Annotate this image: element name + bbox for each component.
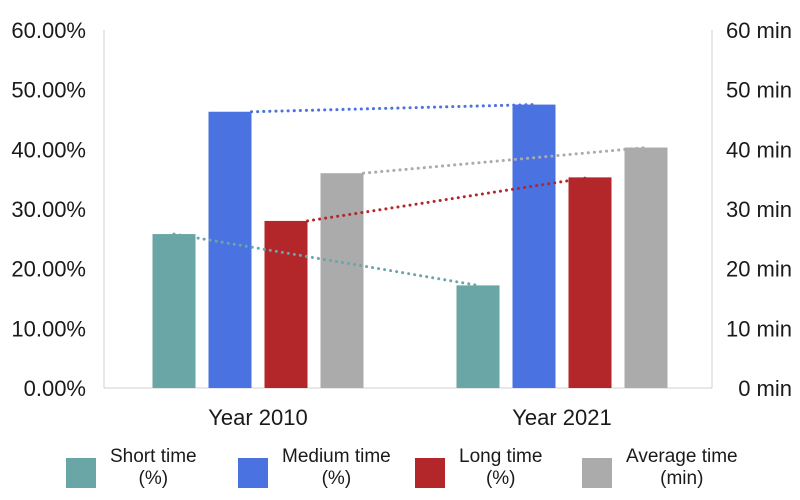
y-left-tick-label: 60.00%: [11, 18, 86, 43]
trendline-series-1: [250, 103, 536, 114]
legend-item: Average time (min): [582, 446, 738, 490]
y-left-tick-label: 0.00%: [24, 376, 86, 401]
bar-year-2010-series-2: [264, 220, 308, 388]
trendline-series-0: [172, 232, 480, 287]
bar-year-2010-series-1: [208, 111, 252, 388]
y-right-tick-label: 30 min: [726, 197, 792, 222]
y-left-tick-label: 30.00%: [11, 197, 86, 222]
legend-swatch: [238, 458, 268, 488]
legend-label: Long time (%): [459, 446, 543, 489]
y-right-tick-label: 20 min: [726, 257, 792, 282]
bar-year-2010-series-3: [320, 173, 364, 388]
legend-swatch: [582, 458, 612, 488]
y-right-tick-label: 50 min: [726, 78, 792, 103]
bar-year-2021-series-2: [568, 177, 612, 388]
y-left-tick-label: 40.00%: [11, 137, 86, 162]
y-right-tick-label: 10 min: [726, 316, 792, 341]
y-right-tick-label: 40 min: [726, 137, 792, 162]
bar-year-2021-series-0: [456, 285, 500, 388]
y-left-tick-label: 10.00%: [11, 316, 86, 341]
bar-year-2010-series-0: [152, 234, 196, 388]
legend-swatch: [66, 458, 96, 488]
legend-item: Short time (%): [66, 446, 197, 490]
legend-label: Short time (%): [110, 446, 197, 489]
bar-year-2021-series-1: [512, 104, 556, 388]
legend-label: Average time (min): [626, 446, 738, 489]
legend-swatch: [415, 458, 445, 488]
y-right-tick-label: 60 min: [726, 18, 792, 43]
x-category-label: Year 2021: [512, 405, 612, 430]
y-left-tick-label: 20.00%: [11, 257, 86, 282]
chart-legend: Short time (%) Medium time (%) Long time (…: [0, 446, 800, 500]
legend-item: Long time (%): [415, 446, 542, 490]
y-right-tick-label: 0 min: [738, 376, 792, 401]
trendline-series-2: [306, 175, 592, 223]
x-category-label: Year 2010: [208, 405, 308, 430]
legend-label: Medium time (%): [282, 446, 391, 489]
bar-year-2021-series-3: [624, 147, 668, 388]
y-left-tick-label: 50.00%: [11, 78, 86, 103]
trendline-series-3: [362, 146, 648, 175]
legend-item: Medium time (%): [238, 446, 391, 490]
chart: 0.00% 10.00% 20.00% 30.00% 40.00% 50.00% 60.00…: [11, 18, 792, 430]
